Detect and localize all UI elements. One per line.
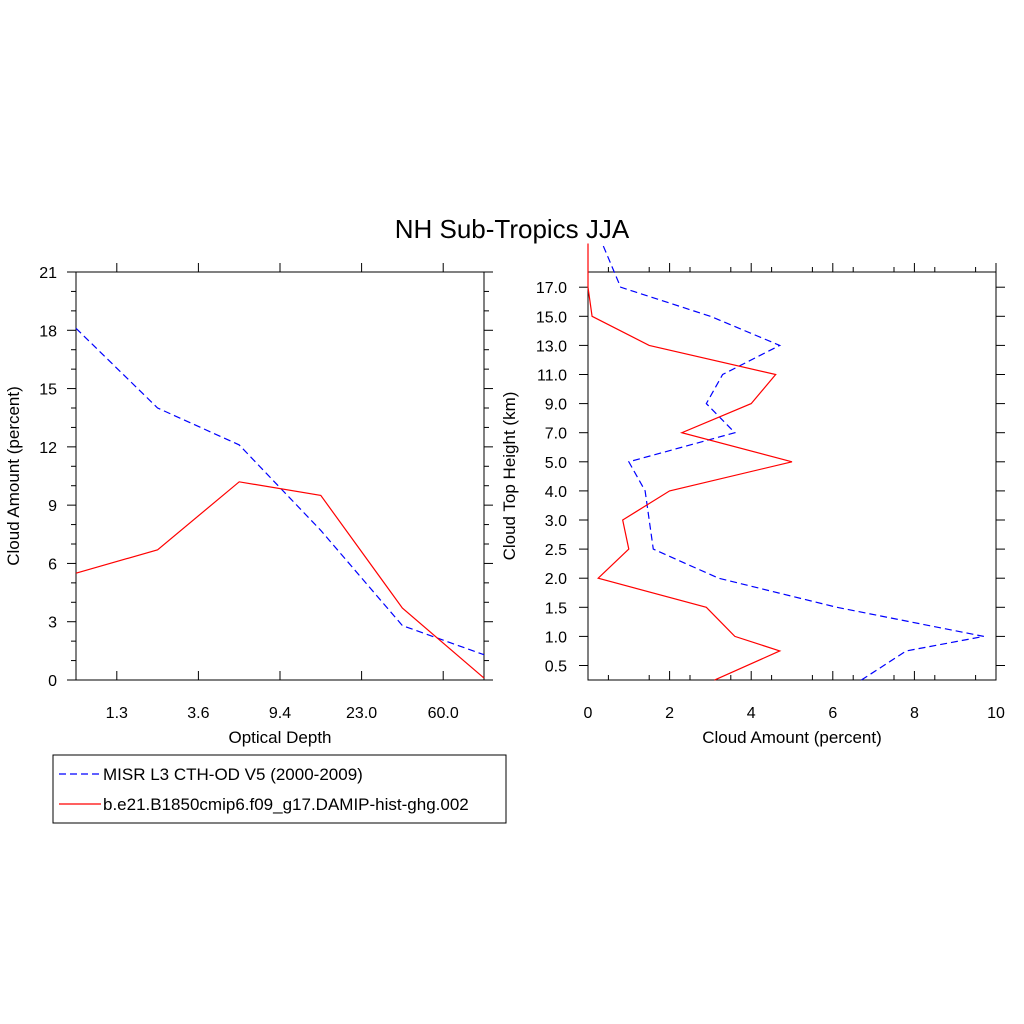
right-y-tick-label: 4.0 — [545, 484, 567, 501]
right-x-tick-label: 4 — [747, 705, 756, 722]
right-y-tick-label: 2.0 — [545, 571, 567, 588]
left-series-obs-line — [75, 327, 485, 656]
left-panel: 1.3 3.6 9.4 23.0 60.0 0 3 6 9 12 15 18 21 Optical De… — [4, 263, 493, 747]
right-x-tick-label: 6 — [828, 705, 837, 722]
left-x-tick-label: 3.6 — [187, 705, 209, 722]
left-y-tick-label: 0 — [48, 673, 57, 690]
left-y-tick-label: 6 — [48, 556, 57, 573]
right-x-tick-label: 8 — [910, 705, 919, 722]
left-y-tick-label: 15 — [39, 382, 57, 399]
right-y-axis-label: Cloud Top Height (km) — [500, 392, 519, 561]
left-series-model-line — [75, 481, 485, 679]
legend-obs-label: MISR L3 CTH-OD V5 (2000-2009) — [103, 765, 363, 784]
right-plot-frame — [587, 271, 997, 681]
right-x-axis-label: Cloud Amount (percent) — [702, 728, 882, 747]
right-series-obs-line — [601, 243, 984, 681]
right-y-tick-label: 3.0 — [545, 513, 567, 530]
right-y-tick-label: 13.0 — [536, 338, 567, 355]
left-y-tick-label: 3 — [48, 615, 57, 632]
right-panel: 0 2 4 6 8 10 0.5 1.0 1.5 2.0 2.5 3.0 4.0 5.0 7.0 9.0 11.… — [500, 243, 1005, 747]
left-y-tick-label: 12 — [39, 440, 57, 457]
right-y-tick-label: 1.0 — [545, 629, 567, 646]
right-series — [587, 243, 984, 681]
legend-frame — [52, 754, 507, 824]
left-x-tick-label: 60.0 — [428, 705, 459, 722]
left-x-tick-label: 23.0 — [346, 705, 377, 722]
right-y-tick-label: 1.5 — [545, 600, 567, 617]
right-y-tick-label: 7.0 — [545, 426, 567, 443]
right-x-tick-label: 0 — [584, 705, 593, 722]
right-y-tick-label: 17.0 — [536, 280, 567, 297]
right-y-tick-label: 15.0 — [536, 309, 567, 326]
figure-title: NH Sub-Tropics JJA — [395, 214, 630, 244]
left-x-tick-label: 9.4 — [269, 705, 291, 722]
left-y-tick-label: 21 — [39, 265, 57, 282]
right-y-tick-label: 9.0 — [545, 397, 567, 414]
left-plot-frame — [75, 271, 485, 681]
right-y-tick-label: 11.0 — [537, 368, 567, 385]
right-y-tick-label: 2.5 — [545, 542, 567, 559]
right-x-tick-label: 2 — [665, 705, 674, 722]
right-series-model-line — [587, 243, 793, 681]
left-y-tick-label: 9 — [48, 498, 57, 515]
legend-model-label: b.e21.B1850cmip6.f09_g17.DAMIP-hist-ghg.… — [103, 795, 469, 814]
right-ticks: 0 2 4 6 8 10 0.5 1.0 1.5 2.0 2.5 3.0 4.0 5.0 7.0 9.0 11.… — [536, 263, 1005, 722]
left-x-axis-label: Optical Depth — [229, 728, 332, 747]
left-x-tick-label: 1.3 — [106, 705, 128, 722]
right-y-tick-label: 0.5 — [545, 659, 567, 676]
left-y-tick-label: 18 — [39, 323, 57, 340]
right-x-tick-label: 10 — [987, 705, 1005, 722]
legend: MISR L3 CTH-OD V5 (2000-2009) b.e21.B185… — [52, 754, 507, 824]
left-y-axis-label: Cloud Amount (percent) — [4, 386, 23, 566]
left-series — [75, 327, 485, 679]
left-ticks: 1.3 3.6 9.4 23.0 60.0 0 3 6 9 12 15 18 21 — [39, 263, 493, 722]
right-y-tick-label: 5.0 — [545, 455, 567, 472]
